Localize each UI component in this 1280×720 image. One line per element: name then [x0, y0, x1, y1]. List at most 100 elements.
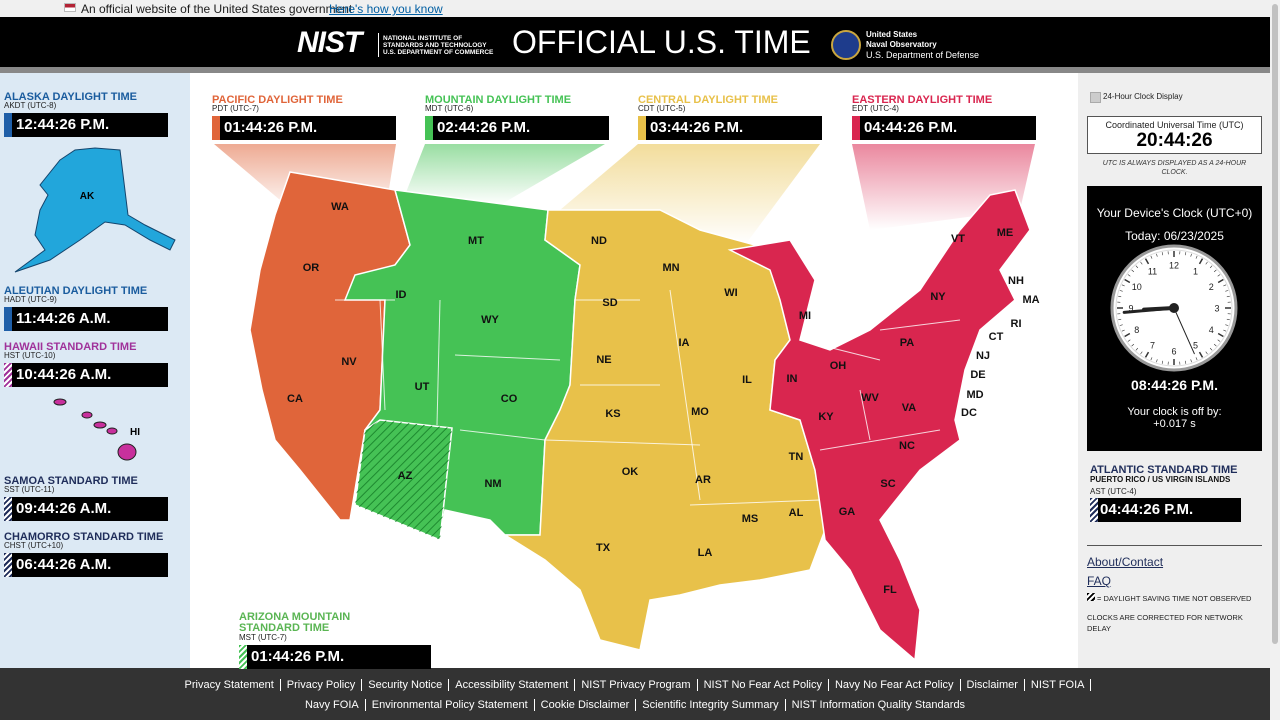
state-border [544, 439, 701, 446]
offset-value: +0.017 s [1153, 418, 1196, 430]
zone-time: 01:44:26 P.M. [224, 119, 318, 136]
time-box: 09:44:26 A.M. [4, 497, 168, 521]
state-label: NM [484, 478, 501, 490]
footer-link[interactable]: Navy No Fear Act Policy [829, 679, 961, 691]
clock-tick [1195, 357, 1198, 361]
utc-note: UTC IS ALWAYS DISPLAYED AS A 24-HOUR CLO… [1102, 160, 1247, 176]
checkbox[interactable] [1090, 92, 1101, 103]
zone-abbr: CDT (UTC-5) [638, 104, 686, 113]
hawaii-island [93, 421, 107, 429]
state-label: NH [1008, 275, 1024, 287]
time-box: 03:44:26 P.M. [638, 116, 822, 140]
footer-link[interactable]: Environmental Policy Statement [366, 699, 535, 711]
zone-stripe [638, 116, 646, 140]
clock-number: 10 [1132, 282, 1142, 292]
zone-stripe [4, 113, 12, 137]
clock-hand [1173, 307, 1195, 355]
footer-link[interactable]: NIST FOIA [1025, 679, 1092, 691]
header-rule [0, 67, 1270, 73]
clock-tick [1118, 295, 1122, 298]
flag-icon [64, 3, 76, 12]
clock-tick [1161, 252, 1164, 256]
state-label: SD [602, 297, 617, 309]
clock-center [1169, 303, 1179, 313]
footer-link[interactable]: NIST Information Quality Standards [791, 699, 966, 711]
zone-abbr: AST (UTC-4) [1090, 487, 1137, 496]
state-label: MT [468, 235, 484, 247]
zone-abbr: PDT (UTC-7) [212, 104, 259, 113]
zone-time: 01:44:26 P.M. [251, 648, 345, 665]
zone-abbr: HADT (UTC-9) [4, 295, 57, 304]
zone-stripe [239, 645, 247, 669]
clock-tick [1205, 261, 1208, 265]
clock-number: 11 [1148, 266, 1157, 276]
clock-tick [1135, 265, 1139, 269]
scrollbar [1270, 0, 1280, 720]
time-zone-region [727, 189, 1031, 662]
zone-stripe [212, 116, 220, 140]
clock-tick [1217, 339, 1221, 342]
zone-time: 04:44:26 P.M. [864, 119, 958, 136]
footer-link[interactable]: Scientific Integrity Summary [636, 699, 786, 711]
footer-link[interactable]: Disclaimer [961, 679, 1025, 691]
time-box: 12:44:26 P.M. [4, 113, 168, 137]
clock-tick [1150, 357, 1153, 361]
footer-row: Privacy Statement Privacy Policy Security … [0, 679, 1270, 691]
footer-link[interactable]: Navy FOIA [299, 699, 366, 711]
zone-time: 10:44:26 A.M. [16, 366, 112, 383]
device-time: 08:44:26 P.M. [1131, 377, 1218, 393]
scroll-thumb[interactable] [1272, 4, 1278, 644]
footer-link[interactable]: Security Notice [362, 679, 450, 691]
clock-tick [1121, 284, 1125, 287]
zone-stripe [4, 553, 12, 577]
utc-title: Coordinated Universal Time (UTC) [1105, 120, 1244, 130]
clock-tick [1225, 290, 1229, 292]
zone-time: 12:44:26 P.M. [16, 116, 110, 133]
clock-tick [1119, 324, 1123, 326]
footer-link[interactable]: Privacy Statement [179, 679, 281, 691]
banner-link[interactable]: Here's how you know [329, 2, 443, 16]
time-box: 02:44:26 P.M. [425, 116, 609, 140]
state-border [859, 389, 871, 441]
panel-link[interactable]: FAQ [1087, 574, 1112, 588]
clock-tick [1213, 269, 1217, 273]
header [0, 17, 1270, 67]
state-label: WV [861, 392, 879, 404]
state-label: IN [787, 373, 798, 385]
clock-hand [1122, 306, 1176, 314]
state-label: RI [1011, 318, 1022, 330]
time-box: 04:44:26 P.M. [852, 116, 1036, 140]
clock-tick [1127, 274, 1131, 277]
footer-link[interactable]: Cookie Disclaimer [535, 699, 637, 711]
state-label: CO [501, 393, 518, 405]
footer-link[interactable]: NIST No Fear Act Policy [698, 679, 829, 691]
footer-link[interactable]: Accessibility Statement [449, 679, 576, 691]
clock-tick [1217, 274, 1221, 277]
footer-link[interactable]: NIST Privacy Program [575, 679, 698, 691]
time-box: 04:44:26 P.M. [1090, 498, 1241, 522]
zone-stripe [425, 116, 433, 140]
time-box: 11:44:26 A.M. [4, 307, 168, 331]
state-label: SC [880, 478, 895, 490]
state-border [459, 429, 546, 441]
clock-number: 12 [1169, 261, 1179, 271]
nist-subtitle: STANDARDS AND TECHNOLOGY [383, 42, 487, 49]
device-title: Your Device's Clock (UTC+0) [1096, 206, 1253, 220]
zone-name: MOUNTAIN DAYLIGHT TIME [425, 94, 572, 106]
state-label: NC [899, 440, 915, 452]
state-label: MS [742, 513, 759, 525]
nist-subtitle: NATIONAL INSTITUTE OF [383, 35, 463, 42]
panel-link[interactable]: About/Contact [1087, 555, 1164, 569]
hawaii-island [117, 443, 137, 461]
map-label: AK [80, 191, 95, 202]
state-label: VA [902, 402, 917, 414]
clock-tick [1184, 360, 1187, 364]
state-label: ME [997, 227, 1014, 239]
clock-tick [1213, 343, 1217, 347]
utc-box [1087, 116, 1262, 154]
state-label: NJ [976, 350, 990, 362]
footer-link[interactable]: Privacy Policy [281, 679, 363, 691]
map-label: HI [130, 427, 140, 438]
zone-time: 02:44:26 P.M. [437, 119, 531, 136]
zone-stripe [852, 116, 860, 140]
